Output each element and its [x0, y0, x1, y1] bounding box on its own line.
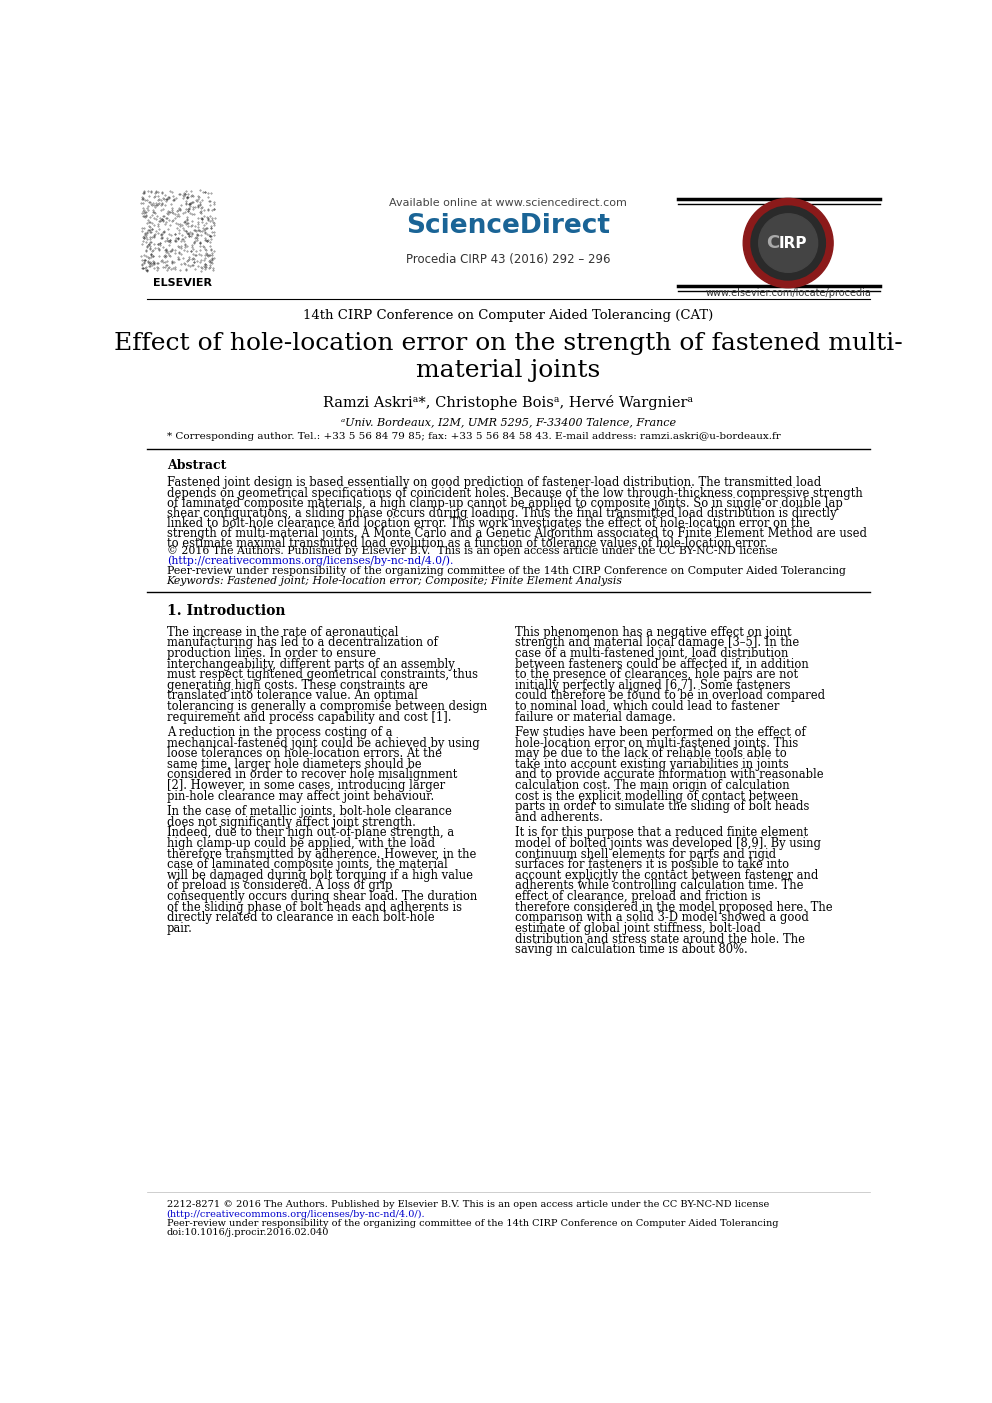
Text: case of laminated composite joints, the material: case of laminated composite joints, the …	[167, 859, 447, 871]
Text: mechanical-fastened joint could be achieved by using: mechanical-fastened joint could be achie…	[167, 737, 479, 749]
Text: strength and material local damage [3–5]. In the: strength and material local damage [3–5]…	[516, 637, 800, 650]
Text: parts in order to simulate the sliding of bolt heads: parts in order to simulate the sliding o…	[516, 800, 809, 814]
Text: therefore transmitted by adherence. However, in the: therefore transmitted by adherence. Howe…	[167, 847, 476, 860]
Text: of laminated composite materials, a high clamp-up cannot be applied to composite: of laminated composite materials, a high…	[167, 497, 842, 509]
Text: [2]. However, in some cases, introducing larger: [2]. However, in some cases, introducing…	[167, 779, 444, 793]
Text: loose tolerances on hole-location errors. At the: loose tolerances on hole-location errors…	[167, 748, 441, 760]
Text: Abstract: Abstract	[167, 459, 226, 473]
Text: Procedia CIRP 43 (2016) 292 – 296: Procedia CIRP 43 (2016) 292 – 296	[406, 253, 611, 267]
Text: (http://creativecommons.org/licenses/by-nc-nd/4.0/).: (http://creativecommons.org/licenses/by-…	[167, 556, 453, 567]
Text: IRP: IRP	[779, 236, 807, 251]
Text: of preload is considered. A loss of grip: of preload is considered. A loss of grip	[167, 880, 392, 892]
Text: case of a multi-fastened joint, load distribution: case of a multi-fastened joint, load dis…	[516, 647, 789, 659]
Text: 1. Introduction: 1. Introduction	[167, 605, 285, 619]
Text: failure or material damage.: failure or material damage.	[516, 711, 677, 724]
Text: In the case of metallic joints, bolt-hole clearance: In the case of metallic joints, bolt-hol…	[167, 805, 451, 818]
Text: pin-hole clearance may affect joint behaviour.: pin-hole clearance may affect joint beha…	[167, 790, 434, 803]
Circle shape	[751, 206, 825, 281]
Text: Few studies have been performed on the effect of: Few studies have been performed on the e…	[516, 725, 806, 739]
Text: Fastened joint design is based essentially on good prediction of fastener-load d: Fastened joint design is based essential…	[167, 477, 820, 490]
Text: strength of multi-material joints. A Monte Carlo and a Genetic Algorithm associa: strength of multi-material joints. A Mon…	[167, 528, 867, 540]
Text: and to provide accurate information with reasonable: and to provide accurate information with…	[516, 769, 824, 781]
Text: translated into tolerance value. An optimal: translated into tolerance value. An opti…	[167, 689, 418, 703]
Text: Effect of hole-location error on the strength of fastened multi-: Effect of hole-location error on the str…	[114, 331, 903, 355]
Text: requirement and process capability and cost [1].: requirement and process capability and c…	[167, 711, 451, 724]
Text: consequently occurs during shear load. The duration: consequently occurs during shear load. T…	[167, 890, 477, 904]
Text: may be due to the lack of reliable tools able to: may be due to the lack of reliable tools…	[516, 748, 787, 760]
Text: It is for this purpose that a reduced finite element: It is for this purpose that a reduced fi…	[516, 826, 808, 839]
Text: of the sliding phase of bolt heads and adherents is: of the sliding phase of bolt heads and a…	[167, 901, 461, 913]
Text: production lines. In order to ensure: production lines. In order to ensure	[167, 647, 376, 659]
Text: saving in calculation time is about 80%.: saving in calculation time is about 80%.	[516, 943, 748, 955]
Circle shape	[743, 198, 833, 288]
Text: model of bolted joints was developed [8,9]. By using: model of bolted joints was developed [8,…	[516, 836, 821, 850]
Text: 14th CIRP Conference on Computer Aided Tolerancing (CAT): 14th CIRP Conference on Computer Aided T…	[304, 309, 713, 323]
Text: tolerancing is generally a compromise between design: tolerancing is generally a compromise be…	[167, 700, 487, 713]
Text: effect of clearance, preload and friction is: effect of clearance, preload and frictio…	[516, 890, 761, 904]
Text: initially perfectly aligned [6,7]. Some fasteners: initially perfectly aligned [6,7]. Some …	[516, 679, 791, 692]
Text: does not significantly affect joint strength.: does not significantly affect joint stre…	[167, 815, 416, 829]
Text: Peer-review under responsibility of the organizing committee of the 14th CIRP Co: Peer-review under responsibility of the …	[167, 1219, 778, 1228]
Text: will be damaged during bolt torquing if a high value: will be damaged during bolt torquing if …	[167, 868, 472, 881]
Text: This phenomenon has a negative effect on joint: This phenomenon has a negative effect on…	[516, 626, 792, 638]
Text: directly related to clearance in each bolt-hole: directly related to clearance in each bo…	[167, 912, 434, 925]
Text: account explicitly the contact between fastener and: account explicitly the contact between f…	[516, 868, 818, 881]
Text: surfaces for fasteners it is possible to take into: surfaces for fasteners it is possible to…	[516, 859, 790, 871]
Text: Keywords: Fastened joint; Hole-location error; Composite; Finite Element Analysi: Keywords: Fastened joint; Hole-location …	[167, 575, 623, 585]
Text: considered in order to recover hole misalignment: considered in order to recover hole misa…	[167, 769, 457, 781]
Text: continuum shell elements for parts and rigid: continuum shell elements for parts and r…	[516, 847, 777, 860]
Text: doi:10.1016/j.procir.2016.02.040: doi:10.1016/j.procir.2016.02.040	[167, 1228, 329, 1237]
Text: hole-location error on multi-fastened joints. This: hole-location error on multi-fastened jo…	[516, 737, 799, 749]
Text: must respect tightened geometrical constraints, thus: must respect tightened geometrical const…	[167, 668, 477, 682]
Text: ScienceDirect: ScienceDirect	[407, 213, 610, 239]
Text: material joints: material joints	[417, 359, 600, 382]
Text: cost is the explicit modelling of contact between: cost is the explicit modelling of contac…	[516, 790, 799, 803]
Text: distribution and stress state around the hole. The: distribution and stress state around the…	[516, 933, 806, 946]
Text: © 2016 The Authors. Published by Elsevier B.V.  This is an open access article u: © 2016 The Authors. Published by Elsevie…	[167, 546, 777, 557]
Text: depends on geometrical specifications of coincident holes. Because of the low th: depends on geometrical specifications of…	[167, 487, 862, 499]
Text: pair.: pair.	[167, 922, 192, 934]
Text: www.elsevier.com/locate/procedia: www.elsevier.com/locate/procedia	[706, 288, 872, 297]
Text: * Corresponding author. Tel.: +33 5 56 84 79 85; fax: +33 5 56 84 58 43. E-mail : * Corresponding author. Tel.: +33 5 56 8…	[167, 432, 781, 441]
Text: 2212-8271 © 2016 The Authors. Published by Elsevier B.V. This is an open access : 2212-8271 © 2016 The Authors. Published …	[167, 1200, 769, 1209]
Text: A reduction in the process costing of a: A reduction in the process costing of a	[167, 725, 392, 739]
Text: shear configurations, a sliding phase occurs during loading. Thus the final tran: shear configurations, a sliding phase oc…	[167, 506, 836, 521]
Text: interchangeability, different parts of an assembly: interchangeability, different parts of a…	[167, 658, 454, 671]
Text: estimate of global joint stiffness, bolt-load: estimate of global joint stiffness, bolt…	[516, 922, 762, 934]
Text: (http://creativecommons.org/licenses/by-nc-nd/4.0/).: (http://creativecommons.org/licenses/by-…	[167, 1209, 426, 1219]
Text: between fasteners could be affected if, in addition: between fasteners could be affected if, …	[516, 658, 809, 671]
Text: take into account existing variabilities in joints: take into account existing variabilities…	[516, 758, 789, 770]
Text: to estimate maximal transmitted load evolution as a function of tolerance values: to estimate maximal transmitted load evo…	[167, 537, 768, 550]
Text: comparison with a solid 3-D model showed a good: comparison with a solid 3-D model showed…	[516, 912, 809, 925]
Text: Indeed, due to their high out-of-plane strength, a: Indeed, due to their high out-of-plane s…	[167, 826, 453, 839]
Circle shape	[759, 213, 817, 272]
Text: therefore considered in the model proposed here. The: therefore considered in the model propos…	[516, 901, 833, 913]
Text: high clamp-up could be applied, with the load: high clamp-up could be applied, with the…	[167, 836, 434, 850]
Text: Peer-review under responsibility of the organizing committee of the 14th CIRP Co: Peer-review under responsibility of the …	[167, 565, 845, 575]
Text: Ramzi Askriᵃ*, Christophe Boisᵃ, Hervé Wargnierᵃ: Ramzi Askriᵃ*, Christophe Boisᵃ, Hervé W…	[323, 394, 693, 410]
Text: ᵃUniv. Bordeaux, I2M, UMR 5295, F-33400 Talence, France: ᵃUniv. Bordeaux, I2M, UMR 5295, F-33400 …	[341, 417, 676, 427]
Text: adherents while controlling calculation time. The: adherents while controlling calculation …	[516, 880, 804, 892]
Text: calculation cost. The main origin of calculation: calculation cost. The main origin of cal…	[516, 779, 790, 793]
Text: and adherents.: and adherents.	[516, 811, 603, 824]
Text: generating high costs. These constraints are: generating high costs. These constraints…	[167, 679, 428, 692]
Text: linked to bolt-hole clearance and location error. This work investigates the eff: linked to bolt-hole clearance and locati…	[167, 518, 809, 530]
Text: C: C	[766, 234, 780, 253]
Text: Available online at www.sciencedirect.com: Available online at www.sciencedirect.co…	[390, 198, 627, 208]
Text: ELSEVIER: ELSEVIER	[153, 278, 211, 288]
Text: to the presence of clearances, hole pairs are not: to the presence of clearances, hole pair…	[516, 668, 799, 682]
Text: could therefore be found to be in overload compared: could therefore be found to be in overlo…	[516, 689, 825, 703]
Text: same time, larger hole diameters should be: same time, larger hole diameters should …	[167, 758, 422, 770]
Text: manufacturing has led to a decentralization of: manufacturing has led to a decentralizat…	[167, 637, 437, 650]
Text: to nominal load, which could lead to fastener: to nominal load, which could lead to fas…	[516, 700, 780, 713]
Text: The increase in the rate of aeronautical: The increase in the rate of aeronautical	[167, 626, 398, 638]
